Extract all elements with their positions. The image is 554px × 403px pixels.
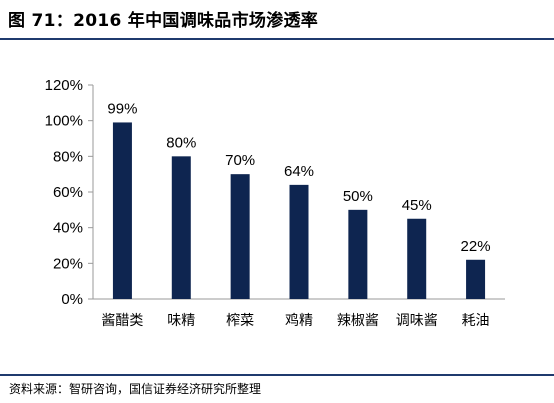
source-note: 资料来源：智研咨询，国信证券经济研究所整理 xyxy=(9,382,262,396)
figure-title: 图 71：2016 年中国调味品市场渗透率 xyxy=(8,11,319,31)
category-label: 调味酱 xyxy=(396,313,438,329)
category-label: 辣椒酱 xyxy=(337,313,379,329)
title-rule xyxy=(0,38,554,40)
y-tick-label: 80% xyxy=(53,148,83,165)
data-label: 45% xyxy=(402,197,432,214)
category-label: 耗油 xyxy=(462,313,490,329)
bar xyxy=(466,259,486,299)
bar xyxy=(289,184,309,299)
data-label: 22% xyxy=(461,238,491,255)
bar xyxy=(407,218,427,299)
bar xyxy=(230,174,250,299)
category-label: 榨菜 xyxy=(226,312,254,329)
y-tick-label: 120% xyxy=(45,77,83,94)
data-label: 80% xyxy=(166,134,196,151)
source-rule xyxy=(0,374,554,376)
bar xyxy=(112,122,132,299)
category-label: 鸡精 xyxy=(285,312,313,329)
bar-chart: 0% 20% 40% 60% 80% 100% 120% 99% 酱醋类 80% 味精 70% 榨菜 64… xyxy=(45,77,505,329)
category-label: 酱醋类 xyxy=(101,313,143,329)
data-label: 70% xyxy=(225,152,255,169)
y-tick-label: 40% xyxy=(53,220,83,237)
data-label: 64% xyxy=(284,163,314,180)
data-label: 50% xyxy=(343,188,373,205)
y-tick-label: 100% xyxy=(45,113,83,130)
y-tick-label: 20% xyxy=(53,255,83,272)
y-tick-label: 60% xyxy=(53,184,83,201)
data-label: 99% xyxy=(107,100,137,117)
category-label: 味精 xyxy=(167,313,195,329)
bar xyxy=(171,156,191,299)
y-tick-label: 0% xyxy=(61,291,83,308)
bar xyxy=(348,209,368,299)
